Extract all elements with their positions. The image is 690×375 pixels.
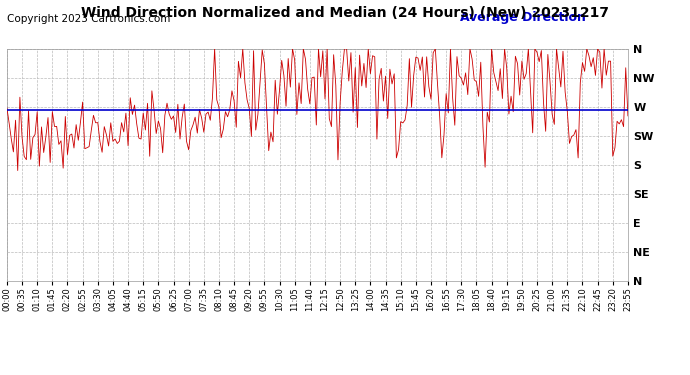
Text: Copyright 2023 Cartronics.com: Copyright 2023 Cartronics.com bbox=[7, 14, 170, 24]
Text: Average Direction: Average Direction bbox=[460, 11, 586, 24]
Text: Wind Direction Normalized and Median (24 Hours) (New) 20231217: Wind Direction Normalized and Median (24… bbox=[81, 6, 609, 20]
